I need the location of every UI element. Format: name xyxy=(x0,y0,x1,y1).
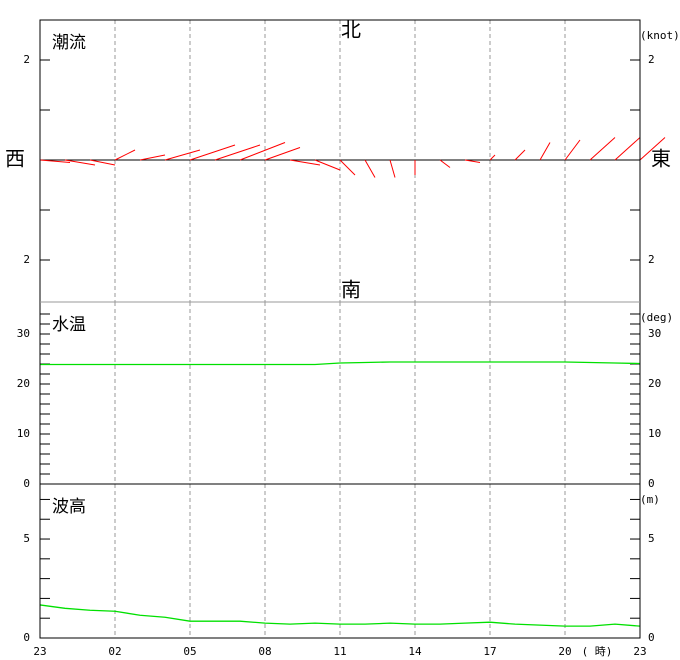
x-tick-label: 17 xyxy=(483,645,496,658)
y-tick-label: 10 xyxy=(648,427,661,440)
y-tick-label: 30 xyxy=(648,327,661,340)
x-tick-label: 05 xyxy=(183,645,196,658)
x-tick-label: 23 xyxy=(633,645,646,658)
panel-title: 潮流 xyxy=(52,33,86,53)
current-vector xyxy=(339,159,356,176)
y-tick-label: 0 xyxy=(648,477,655,490)
y-tick-label: 5 xyxy=(23,532,30,545)
x-unit: ( 時) xyxy=(582,645,613,658)
x-tick-label: 11 xyxy=(333,645,346,658)
y-tick-label: 20 xyxy=(648,377,661,390)
y-tick-label: 2 xyxy=(23,253,30,266)
current-vector xyxy=(489,154,496,161)
current-vector xyxy=(389,159,396,178)
y-tick-label: 5 xyxy=(648,532,655,545)
current-vector xyxy=(589,137,616,161)
current-vector xyxy=(639,137,666,161)
x-tick-label: 23 xyxy=(33,645,46,658)
current-vector xyxy=(114,149,136,161)
current-vector xyxy=(164,149,201,161)
y-tick-label: 10 xyxy=(17,427,30,440)
current-vector xyxy=(514,149,526,161)
current-vector xyxy=(64,159,96,166)
data-line xyxy=(40,361,641,366)
current-vector xyxy=(314,159,341,171)
y-tick-label: 20 xyxy=(17,377,30,390)
unit-label: (knot) xyxy=(640,29,680,42)
unit-label: (m) xyxy=(640,493,660,506)
x-tick-label: 20 xyxy=(558,645,571,658)
panel-title: 水温 xyxy=(52,315,86,335)
current-vector xyxy=(189,144,236,161)
south-label: 南 xyxy=(341,278,361,302)
panel-title: 波高 xyxy=(52,497,86,517)
current-vector xyxy=(39,159,71,163)
x-tick-label: 08 xyxy=(258,645,271,658)
y-tick-label: 30 xyxy=(17,327,30,340)
current-vector xyxy=(214,144,261,161)
x-tick-label: 02 xyxy=(108,645,121,658)
west-label: 西 xyxy=(5,147,25,171)
current-vector xyxy=(439,159,451,168)
current-vector xyxy=(364,159,376,178)
y-tick-label: 0 xyxy=(23,477,30,490)
y-tick-label: 0 xyxy=(23,631,30,644)
current-vector xyxy=(614,137,641,161)
current-vector xyxy=(264,147,301,161)
x-tick-label: 14 xyxy=(408,645,422,658)
y-tick-label: 2 xyxy=(23,53,30,66)
north-label: 北 xyxy=(341,18,361,42)
current-vector xyxy=(564,139,581,161)
data-line xyxy=(39,604,641,627)
y-tick-label: 2 xyxy=(648,253,655,266)
current-vector xyxy=(239,142,286,161)
current-vector xyxy=(464,159,481,163)
current-vector xyxy=(139,154,166,161)
y-tick-label: 0 xyxy=(648,631,655,644)
y-tick-label: 2 xyxy=(648,53,655,66)
current-vector xyxy=(89,159,116,166)
current-vector xyxy=(289,159,321,166)
unit-label: (deg) xyxy=(640,311,673,324)
current-vector xyxy=(539,142,551,161)
panel-frame xyxy=(39,483,641,639)
east-label: 東 xyxy=(651,147,671,171)
